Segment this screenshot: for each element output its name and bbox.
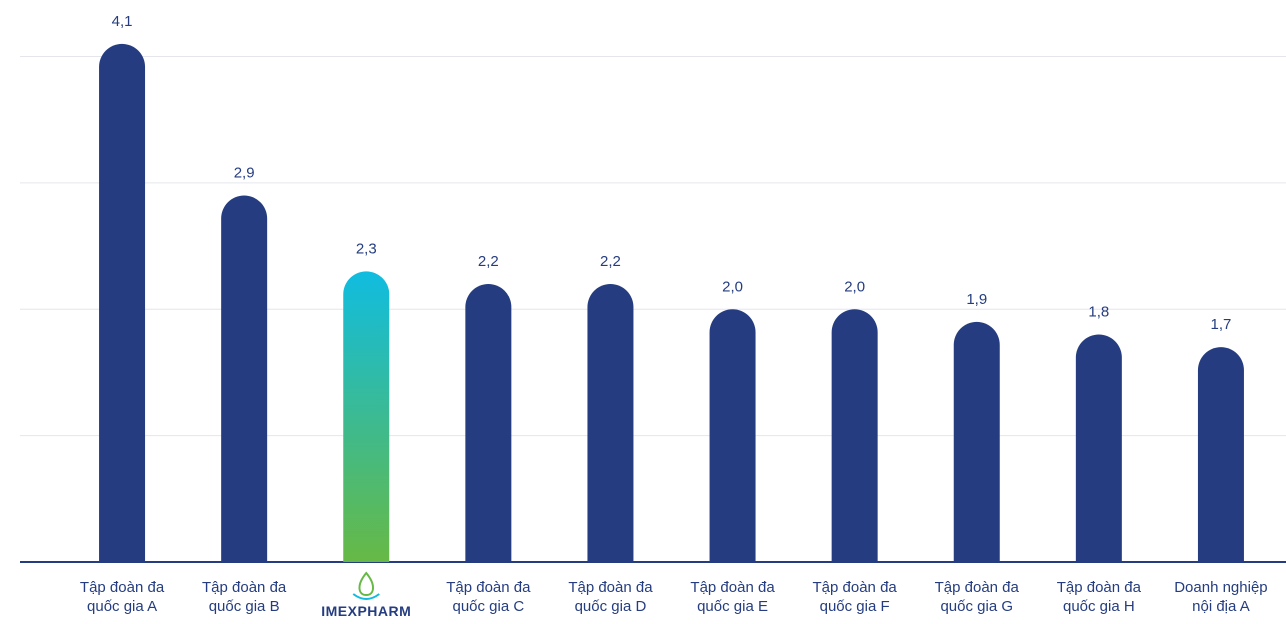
x-tick-label: Tập đoàn đa quốc gia G: [934, 579, 1019, 615]
x-tick-label: Tập đoàn đa quốc gia A: [79, 579, 165, 615]
value-label: 1,9: [966, 291, 987, 308]
value-label: 1,8: [1088, 304, 1109, 321]
x-tick-label: Tập đoàn đa quốc gia H: [1056, 579, 1141, 615]
bar: [465, 284, 512, 562]
value-label: 4,1: [112, 13, 133, 30]
bar: [709, 309, 756, 562]
value-label: 2,2: [478, 253, 499, 270]
x-tick-label: Tập đoàn đa quốc gia F: [812, 579, 897, 615]
value-label: 2,0: [844, 278, 865, 295]
x-tick-label: IMEXPHARM: [321, 603, 412, 619]
bar: [99, 43, 146, 563]
bar: [953, 321, 1000, 562]
x-tick-label: Tập đoàn đa quốc gia C: [446, 579, 531, 615]
x-tick-label: Tập đoàn đa quốc gia B: [202, 579, 287, 615]
bar: [587, 284, 634, 562]
bar: [1075, 334, 1122, 562]
bar: [343, 271, 390, 562]
x-tick-label: Tập đoàn đa quốc gia E: [690, 579, 775, 615]
value-label: 2,9: [234, 165, 255, 182]
logo-icon: [352, 593, 380, 600]
value-label: 2,0: [722, 278, 743, 295]
x-tick-label: Tập đoàn đa quốc gia D: [568, 579, 653, 615]
logo-icon: [358, 571, 374, 597]
x-tick-label: Doanh nghiệp nội địa A: [1174, 579, 1268, 615]
bar: [831, 309, 878, 562]
value-label: 1,7: [1211, 316, 1232, 333]
value-label: 2,2: [600, 253, 621, 270]
value-label: 2,3: [356, 240, 377, 257]
bar: [1197, 347, 1244, 562]
bar: [221, 195, 268, 562]
